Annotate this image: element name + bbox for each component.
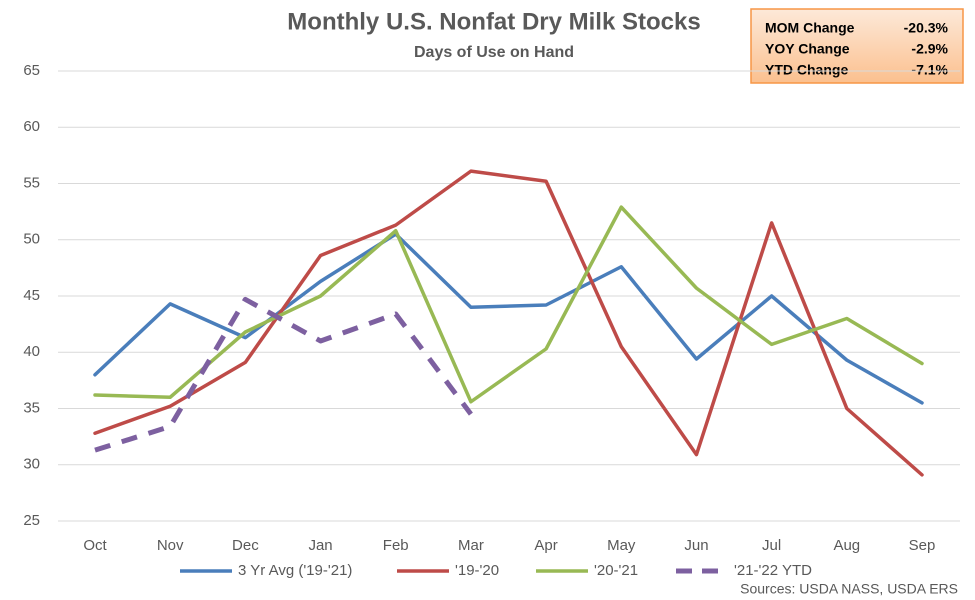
x-tick-label: Apr <box>534 537 557 554</box>
y-tick-label: 65 <box>23 62 40 79</box>
legend-label: '21-'22 YTD <box>734 562 812 579</box>
series-line <box>93 205 924 404</box>
stats-label: YOY Change <box>765 41 850 57</box>
legend-label: 3 Yr Avg ('19-'21) <box>238 562 352 579</box>
y-tick-label: 50 <box>23 231 40 248</box>
y-tick-label: 55 <box>23 174 40 191</box>
x-tick-label: Feb <box>383 537 409 554</box>
x-tick-label: Dec <box>232 537 259 554</box>
y-tick-label: 25 <box>23 512 40 529</box>
stats-value: -7.1% <box>911 62 948 78</box>
stats-value: -2.9% <box>911 41 948 57</box>
x-tick-label: Jul <box>762 537 781 554</box>
stats-box: MOM Change -20.3% YOY Change -2.9% YTD Chang… <box>750 8 964 84</box>
y-tick-label: 40 <box>23 343 40 360</box>
x-tick-label: Jun <box>684 537 708 554</box>
y-tick-label: 35 <box>23 399 40 416</box>
x-tick-label: May <box>607 537 636 554</box>
series-line <box>94 296 473 453</box>
legend-label: '19-'20 <box>455 562 499 579</box>
y-tick-label: 60 <box>23 118 40 135</box>
source: Sources: USDA NASS, USDA ERS <box>740 581 958 597</box>
chart-subtitle: Days of Use on Hand <box>414 44 574 61</box>
legend-label: '20-'21 <box>594 562 638 579</box>
y-tick-label: 30 <box>23 456 40 473</box>
x-tick-label: Sep <box>909 537 936 554</box>
stats-label: YTD Change <box>765 62 848 78</box>
x-tick-label: Oct <box>83 537 107 554</box>
series-line <box>93 169 924 477</box>
stats-label: MOM Change <box>765 20 855 36</box>
series-line <box>93 232 924 405</box>
x-tick-label: Nov <box>157 537 184 554</box>
stats-value: -20.3% <box>904 20 949 36</box>
y-tick-label: 45 <box>23 287 40 304</box>
chart-title: Monthly U.S. Nonfat Dry Milk Stocks <box>287 8 700 35</box>
x-tick-label: Aug <box>833 537 860 554</box>
x-tick-label: Jan <box>308 537 332 554</box>
x-tick-label: Mar <box>458 537 484 554</box>
